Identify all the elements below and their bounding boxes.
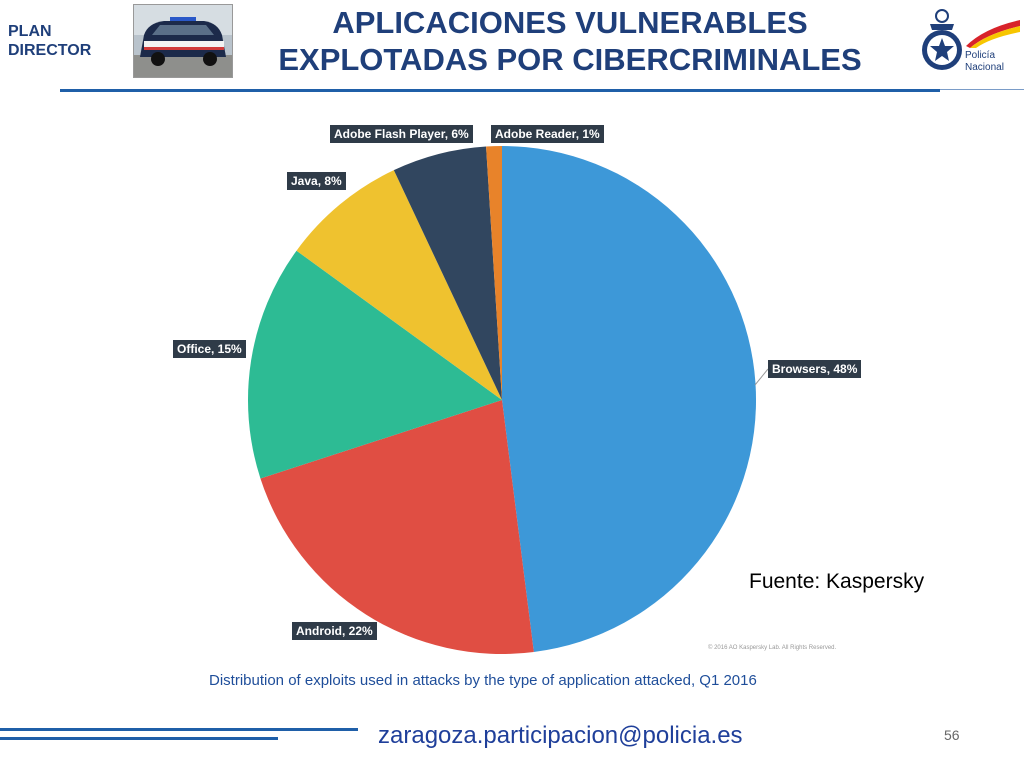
policia-nacional-text: Policía Nacional xyxy=(965,50,1004,74)
title-line-2: EXPLOTADAS POR CIBERCRIMINALES xyxy=(278,42,862,77)
slice-label: Browsers, 48% xyxy=(768,360,862,378)
pie-slice xyxy=(393,146,502,400)
footer-divider-1 xyxy=(0,728,358,731)
plan-label: PLAN xyxy=(8,23,52,40)
logo-text-line-2: Nacional xyxy=(965,62,1004,73)
title-line-1: APLICACIONES VULNERABLES xyxy=(332,5,808,40)
pie-slice xyxy=(247,250,502,479)
director-label: DIRECTOR xyxy=(8,42,92,59)
police-car-photo xyxy=(133,4,233,78)
footer-divider-2 xyxy=(0,737,278,740)
plan-director-label: PLAN DIRECTOR xyxy=(8,22,91,60)
slice-label: Adobe Flash Player, 6% xyxy=(330,125,473,143)
slice-label: Java, 8% xyxy=(287,172,346,190)
logo-text-line-1: Policía xyxy=(965,50,996,61)
contact-email[interactable]: zaragoza.participacion@policia.es xyxy=(378,722,743,749)
slice-label: Android, 22% xyxy=(292,622,377,640)
page-number: 56 xyxy=(944,727,960,743)
pie-slice xyxy=(296,170,502,400)
chart-caption: Distribution of exploits used in attacks… xyxy=(209,672,757,689)
policia-nacional-flag-logo xyxy=(964,18,1022,78)
pie-slice xyxy=(486,146,502,400)
header-divider xyxy=(60,89,940,92)
slice-label: Adobe Reader, 1% xyxy=(491,125,604,143)
slice-label: Office, 15% xyxy=(173,340,246,358)
pie-slice xyxy=(260,400,534,655)
chart-copyright: © 2016 AO Kaspersky Lab. All Rights Rese… xyxy=(708,645,837,651)
header-divider-thin xyxy=(940,89,1024,90)
police-crest-logo xyxy=(918,8,966,74)
slide-title: APLICACIONES VULNERABLES EXPLOTADAS POR … xyxy=(240,4,900,78)
pie-slice xyxy=(502,146,757,652)
leader-line xyxy=(754,368,769,386)
source-note: Fuente: Kaspersky xyxy=(749,570,925,593)
